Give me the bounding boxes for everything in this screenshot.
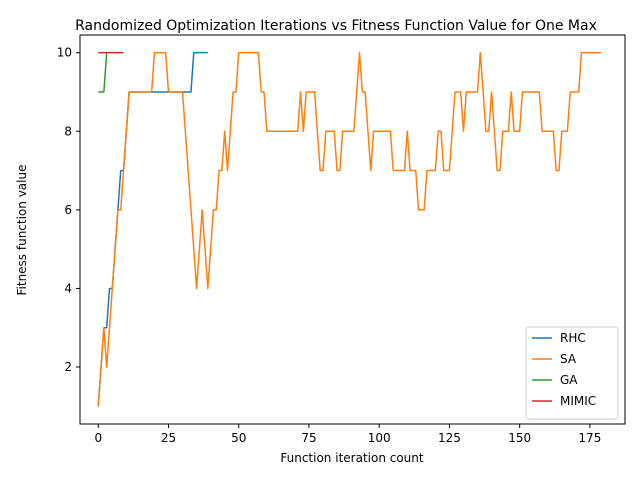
x-tick-label: 175: [578, 431, 601, 445]
y-axis-label: Fitness function value: [15, 165, 29, 296]
plot-frame: [79, 34, 626, 425]
y-tick-label: 4: [64, 281, 72, 295]
x-tick-label: 125: [438, 431, 461, 445]
y-tick-label: 2: [64, 360, 72, 374]
legend: RHC SA GA MIMIC: [525, 326, 619, 420]
legend-label-rhc: RHC: [560, 331, 586, 345]
x-axis: 0 25 50 75 100 125 150 175: [94, 424, 601, 445]
x-tick-label: 50: [231, 431, 246, 445]
x-tick-label: 150: [508, 431, 531, 445]
series-layer: [97, 51, 602, 407]
y-tick-label: 10: [57, 46, 72, 60]
legend-box: [525, 326, 619, 420]
x-tick-label: 75: [301, 431, 316, 445]
series-line-sa: [97, 51, 602, 407]
y-tick-label: 6: [64, 203, 72, 217]
x-tick-label: 100: [368, 431, 391, 445]
x-tick-label: 0: [94, 431, 102, 445]
x-axis-label: Function iteration count: [280, 451, 424, 465]
legend-label-ga: GA: [560, 373, 578, 387]
legend-label-sa: SA: [560, 352, 577, 366]
y-tick-label: 8: [64, 124, 72, 138]
legend-label-mimic: MIMIC: [560, 394, 596, 408]
series-line-ga: [98, 52, 108, 93]
y-axis: 2 4 6 8 10: [57, 46, 80, 374]
x-tick-label: 25: [161, 431, 176, 445]
chart-title: Randomized Optimization Iterations vs Fi…: [75, 18, 597, 34]
